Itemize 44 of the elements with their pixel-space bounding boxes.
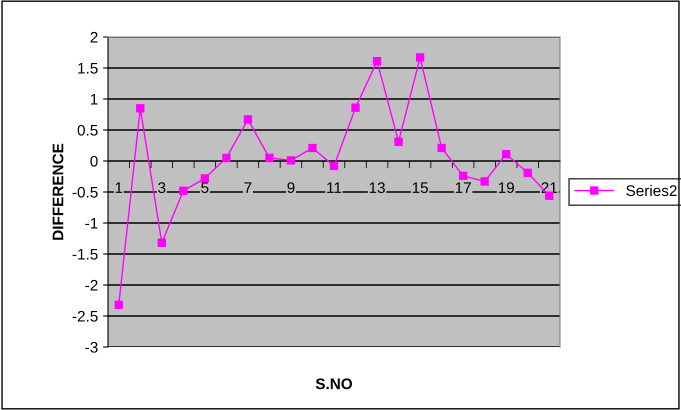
point bbox=[502, 150, 510, 158]
point bbox=[437, 144, 446, 152]
y-tick-label: -3 bbox=[85, 342, 98, 353]
point bbox=[136, 104, 144, 112]
point bbox=[480, 177, 489, 186]
y-tick-label: 1 bbox=[90, 94, 98, 105]
point bbox=[351, 104, 360, 112]
point bbox=[265, 154, 274, 162]
legend-label: Series2 bbox=[626, 184, 677, 196]
x-tick-label: 9 bbox=[287, 182, 294, 194]
point bbox=[330, 162, 338, 170]
point bbox=[416, 53, 424, 62]
point bbox=[394, 138, 403, 146]
point bbox=[524, 168, 532, 177]
y-tick-label: -2 bbox=[85, 280, 98, 291]
point bbox=[308, 144, 317, 152]
point bbox=[179, 186, 188, 195]
x-tick-label: 15 bbox=[412, 182, 428, 194]
x-tick-label: 19 bbox=[498, 182, 514, 194]
y-tick-label: 1.5 bbox=[78, 63, 98, 74]
x-tick-label: 3 bbox=[158, 182, 166, 194]
y-tick-label: 2 bbox=[90, 32, 98, 43]
x-axis-title: S.NO bbox=[316, 378, 352, 390]
point bbox=[158, 238, 166, 248]
point bbox=[372, 57, 382, 66]
point bbox=[286, 156, 296, 165]
x-tick-label: 13 bbox=[370, 182, 385, 194]
x-tick-label: 11 bbox=[327, 182, 342, 193]
y-tick-label: -0.5 bbox=[72, 186, 98, 198]
x-tick-label: 7 bbox=[244, 182, 252, 193]
point bbox=[114, 300, 123, 310]
point bbox=[200, 174, 210, 183]
y-axis-title: DIFFERENCE bbox=[52, 144, 64, 240]
y-tick-label: 0.5 bbox=[78, 124, 98, 136]
x-tick-label: 1 bbox=[116, 182, 122, 193]
y-tick-label: -1 bbox=[85, 218, 98, 229]
y-tick-label: -2.5 bbox=[72, 310, 98, 322]
point bbox=[244, 115, 252, 124]
point bbox=[458, 172, 468, 180]
y-tick-label: 0 bbox=[90, 156, 98, 167]
x-tick-label: 5 bbox=[201, 182, 208, 194]
x-tick-label: 17 bbox=[456, 182, 471, 193]
y-tick-label: -1.5 bbox=[72, 249, 98, 260]
point bbox=[222, 154, 231, 162]
